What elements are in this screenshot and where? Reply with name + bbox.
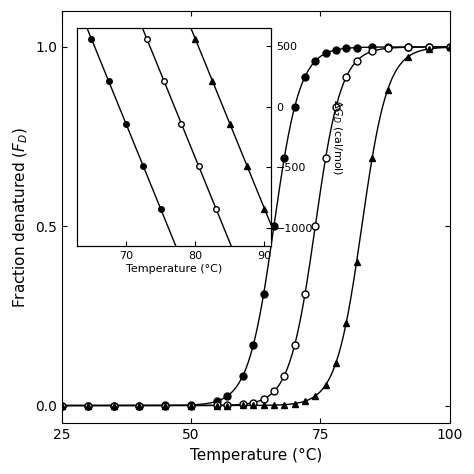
Y-axis label: $\Delta G_D$ (cal/mol): $\Delta G_D$ (cal/mol) xyxy=(330,99,344,175)
Y-axis label: Fraction denatured ($F_D$): Fraction denatured ($F_D$) xyxy=(11,127,29,308)
X-axis label: Temperature (°C): Temperature (°C) xyxy=(190,448,322,463)
